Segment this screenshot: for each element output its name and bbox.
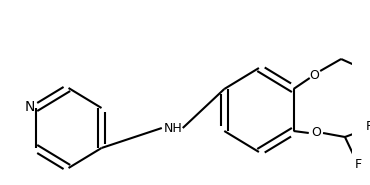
Text: NH: NH <box>164 122 183 134</box>
Text: F: F <box>355 159 362 171</box>
Text: O: O <box>310 68 319 82</box>
Text: N: N <box>25 100 35 114</box>
Text: O: O <box>312 127 321 139</box>
Text: F: F <box>366 120 370 134</box>
